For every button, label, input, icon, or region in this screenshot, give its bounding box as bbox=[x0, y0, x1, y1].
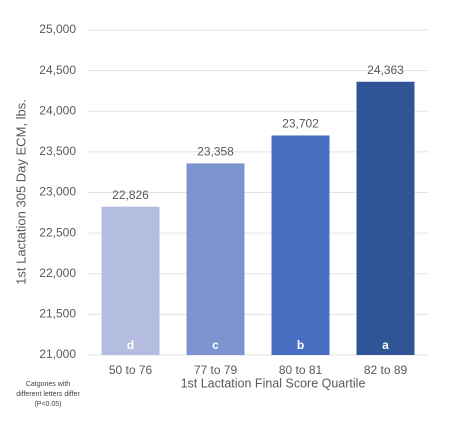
footnote: (P<0.05) bbox=[34, 401, 61, 408]
bar bbox=[186, 163, 245, 355]
y-tick-label: 22,000 bbox=[39, 266, 76, 280]
y-tick-label: 21,000 bbox=[39, 347, 76, 361]
significance-letter: d bbox=[127, 338, 134, 352]
significance-letter: a bbox=[382, 338, 389, 352]
value-label: 23,358 bbox=[197, 145, 234, 159]
x-axis-title: 1st Lactation Final Score Quartile bbox=[181, 376, 366, 390]
significance-letter: b bbox=[297, 338, 304, 352]
bar bbox=[101, 206, 160, 355]
x-tick-label: 82 to 89 bbox=[364, 363, 408, 377]
y-axis-title: 1st Lactation 305 Day ECM, lbs. bbox=[13, 99, 28, 285]
y-tick-label: 23,500 bbox=[39, 144, 76, 158]
y-tick-label: 24,500 bbox=[39, 63, 76, 77]
x-tick-label: 50 to 76 bbox=[109, 363, 153, 377]
value-label: 22,826 bbox=[112, 188, 149, 202]
value-label: 23,702 bbox=[282, 117, 319, 131]
y-tick-label: 21,500 bbox=[39, 307, 76, 321]
footnote: Catgories with bbox=[26, 381, 70, 388]
bar bbox=[356, 81, 415, 355]
y-tick-label: 23,000 bbox=[39, 185, 76, 199]
x-tick-label: 77 to 79 bbox=[194, 363, 238, 377]
footnote: different letters differ bbox=[16, 391, 80, 398]
x-tick-label: 80 to 81 bbox=[279, 363, 323, 377]
bar bbox=[271, 135, 330, 355]
value-label: 24,363 bbox=[367, 63, 404, 77]
y-tick-label: 24,000 bbox=[39, 103, 76, 117]
significance-letter: c bbox=[212, 338, 219, 352]
y-tick-label: 25,000 bbox=[39, 22, 76, 36]
y-tick-label: 22,500 bbox=[39, 225, 76, 239]
